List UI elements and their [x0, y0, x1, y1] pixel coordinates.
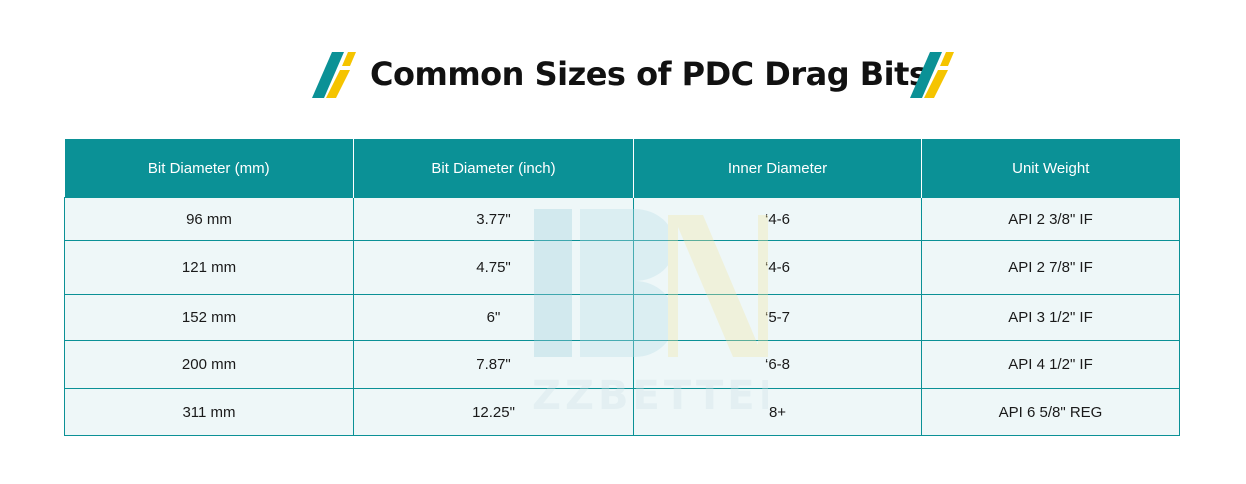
- table-cell: API 2 7/8" IF: [921, 240, 1180, 295]
- table-cell: 6": [353, 294, 634, 341]
- table-cell: API 2 3/8" IF: [921, 197, 1180, 241]
- page-title: Common Sizes of PDC Drag Bits: [370, 55, 928, 93]
- table-cell: 4.75": [353, 240, 634, 295]
- table-cell: ‘5-7: [633, 294, 922, 341]
- column-header: Bit Diameter (inch): [353, 139, 634, 198]
- column-header: Unit Weight: [921, 139, 1180, 198]
- table-row: 311 mm 12.25" 8+ API 6 5/8" REG: [64, 388, 1180, 436]
- table-cell: 200 mm: [64, 340, 354, 389]
- table-cell: 311 mm: [64, 388, 354, 436]
- column-header: Inner Diameter: [633, 139, 922, 198]
- sizes-table: Bit Diameter (mm) Bit Diameter (inch) In…: [64, 139, 1180, 436]
- table-cell: ‘4-6: [633, 197, 922, 241]
- table-cell: 96 mm: [64, 197, 354, 241]
- table-cell: 3.77": [353, 197, 634, 241]
- table-cell: 8+: [633, 388, 922, 436]
- table-cell: 7.87": [353, 340, 634, 389]
- table-cell: ‘4-6: [633, 240, 922, 295]
- column-header: Bit Diameter (mm): [64, 139, 354, 198]
- table-cell: API 6 5/8" REG: [921, 388, 1180, 436]
- table-cell: API 3 1/2" IF: [921, 294, 1180, 341]
- table-row: 152 mm 6" ‘5-7 API 3 1/2" IF: [64, 294, 1180, 341]
- slash-decoration-icon: [312, 52, 356, 98]
- table-row: 200 mm 7.87" ‘6-8 API 4 1/2" IF: [64, 340, 1180, 389]
- table-cell: 12.25": [353, 388, 634, 436]
- table-row: 96 mm 3.77" ‘4-6 API 2 3/8" IF: [64, 197, 1180, 241]
- table-cell: API 4 1/2" IF: [921, 340, 1180, 389]
- title-section: Common Sizes of PDC Drag Bits: [0, 44, 1246, 104]
- table-header-row: Bit Diameter (mm) Bit Diameter (inch) In…: [64, 139, 1180, 198]
- table-row: 121 mm 4.75" ‘4-6 API 2 7/8" IF: [64, 240, 1180, 295]
- table-cell: ‘6-8: [633, 340, 922, 389]
- table-cell: 121 mm: [64, 240, 354, 295]
- table-cell: 152 mm: [64, 294, 354, 341]
- slash-decoration-icon: [910, 52, 954, 98]
